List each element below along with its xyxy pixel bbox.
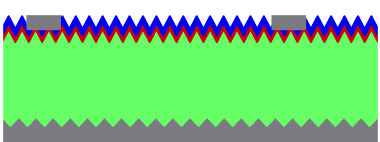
FancyBboxPatch shape (27, 0, 61, 30)
Polygon shape (2, 16, 378, 36)
Polygon shape (2, 117, 378, 142)
FancyBboxPatch shape (271, 0, 306, 30)
Polygon shape (2, 23, 378, 43)
Polygon shape (2, 30, 378, 126)
